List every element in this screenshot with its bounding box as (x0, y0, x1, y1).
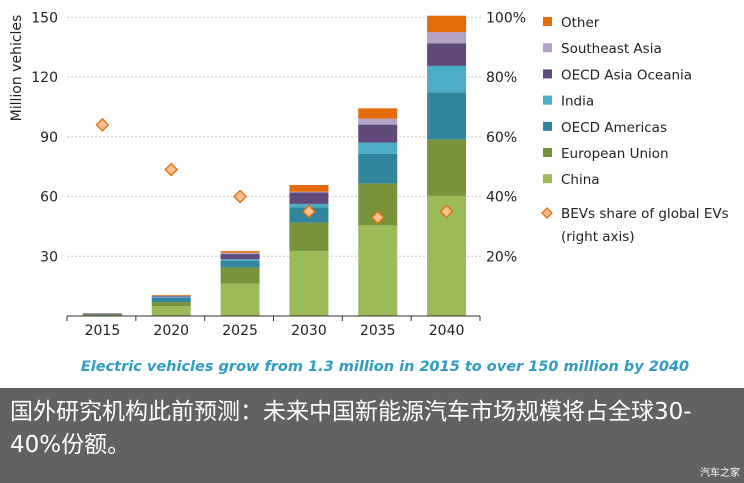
bev-share-point (164, 162, 179, 177)
bar-segment-oecd-americas (427, 92, 467, 140)
bar-segment-china (358, 225, 398, 316)
bar-segment-oecd-americas (151, 297, 191, 303)
y2-tick-label: 80% (486, 70, 517, 86)
legend-label-note: (right axis) (561, 229, 635, 245)
legend-swatch (543, 69, 552, 79)
legend-label: Southeast Asia (561, 41, 662, 57)
bar-segment-oecd-asia-oceania (289, 192, 329, 204)
bar-segment-european-union (82, 314, 122, 316)
bar-segment-oecd-asia-oceania (151, 296, 191, 298)
y-tick-label: 120 (31, 70, 58, 86)
bev-share-point (439, 204, 454, 219)
legend-swatch (543, 148, 552, 157)
x-tick-label: 2040 (429, 323, 465, 339)
bar-segment-southeast-asia (289, 191, 329, 193)
legend-swatch (543, 121, 552, 131)
bar-segment-india (358, 142, 398, 154)
y-tick-label: 90 (40, 130, 58, 146)
bar-segment-oecd-americas (358, 153, 398, 184)
x-tick-label: 2030 (291, 323, 327, 339)
bar-segment-india (220, 259, 260, 261)
bar-segment-oecd-americas (220, 260, 260, 268)
legend-label: OECD Americas (561, 120, 667, 136)
bar-segment-southeast-asia (220, 252, 260, 255)
bar-segment-oecd-asia-oceania (220, 254, 260, 260)
x-tick-label: 2025 (222, 323, 258, 339)
bar-segment-oecd-asia-oceania (427, 43, 467, 66)
bev-share-point (370, 210, 385, 225)
bar-segment-european-union (427, 139, 467, 196)
y2-tick-label: 20% (486, 249, 517, 265)
legend-diamond-icon (541, 207, 553, 219)
bar-segment-european-union (220, 267, 260, 284)
legend-swatch (543, 17, 552, 26)
bar-segment-china (220, 283, 260, 316)
legend-label: OECD Asia Oceania (561, 67, 692, 83)
bar-segment-other (151, 295, 191, 296)
y-tick-label: 30 (40, 249, 58, 265)
y-tick-label: 60 (40, 190, 58, 206)
legend-label: Other (561, 15, 600, 31)
bar-segment-oecd-asia-oceania (82, 313, 122, 315)
x-tick-label: 2015 (85, 323, 121, 339)
legend-label: European Union (561, 146, 669, 162)
y2-tick-label: 60% (486, 130, 517, 146)
bar-segment-china (151, 306, 191, 316)
y2-tick-label: 40% (486, 190, 517, 206)
bev-share-point (301, 204, 316, 219)
bar-segment-india (151, 297, 191, 298)
bar-segment-european-union (151, 302, 191, 307)
bar-segment-china (289, 251, 329, 316)
y-tick-label: 150 (31, 10, 58, 26)
chart-subtitle: Electric vehicles grow from 1.3 million … (80, 359, 690, 375)
bar-segment-oecd-asia-oceania (358, 124, 398, 143)
bar-segment-other (289, 184, 329, 192)
bar-segment-southeast-asia (358, 118, 398, 125)
caption-band: 国外研究机构此前预测：未来中国新能源汽车市场规模将占全球30-40%份额。 汽车… (0, 388, 744, 483)
bev-share-point (233, 189, 248, 204)
watermark: 汽车之家 (700, 468, 740, 479)
legend-label: BEVs share of global EVs (561, 206, 729, 222)
bev-share-point (95, 117, 110, 132)
bar-segment-southeast-asia (151, 295, 191, 297)
legend-swatch (543, 43, 552, 53)
bar-segment-other (220, 251, 260, 253)
bar-segment-india (427, 65, 467, 93)
x-tick-label: 2020 (153, 323, 189, 339)
legend-swatch (543, 174, 552, 184)
bar-segment-other (358, 108, 398, 119)
y-axis-label: Million vehicles (9, 15, 25, 122)
bar-segment-southeast-asia (427, 32, 467, 44)
x-tick-label: 2035 (360, 323, 396, 339)
y2-tick-label: 100% (486, 10, 526, 26)
bar-segment-european-union (289, 222, 329, 252)
legend-label: India (561, 94, 594, 110)
bar-segment-other (427, 15, 467, 33)
caption-text: 国外研究机构此前预测：未来中国新能源汽车市场规模将占全球30-40%份额。 (10, 399, 692, 458)
legend-swatch (543, 95, 552, 105)
ev-chart: Million vehicles 30 60 90 120 150 20% 40% 60% 80… (9, 10, 729, 339)
legend-label: China (561, 172, 600, 188)
